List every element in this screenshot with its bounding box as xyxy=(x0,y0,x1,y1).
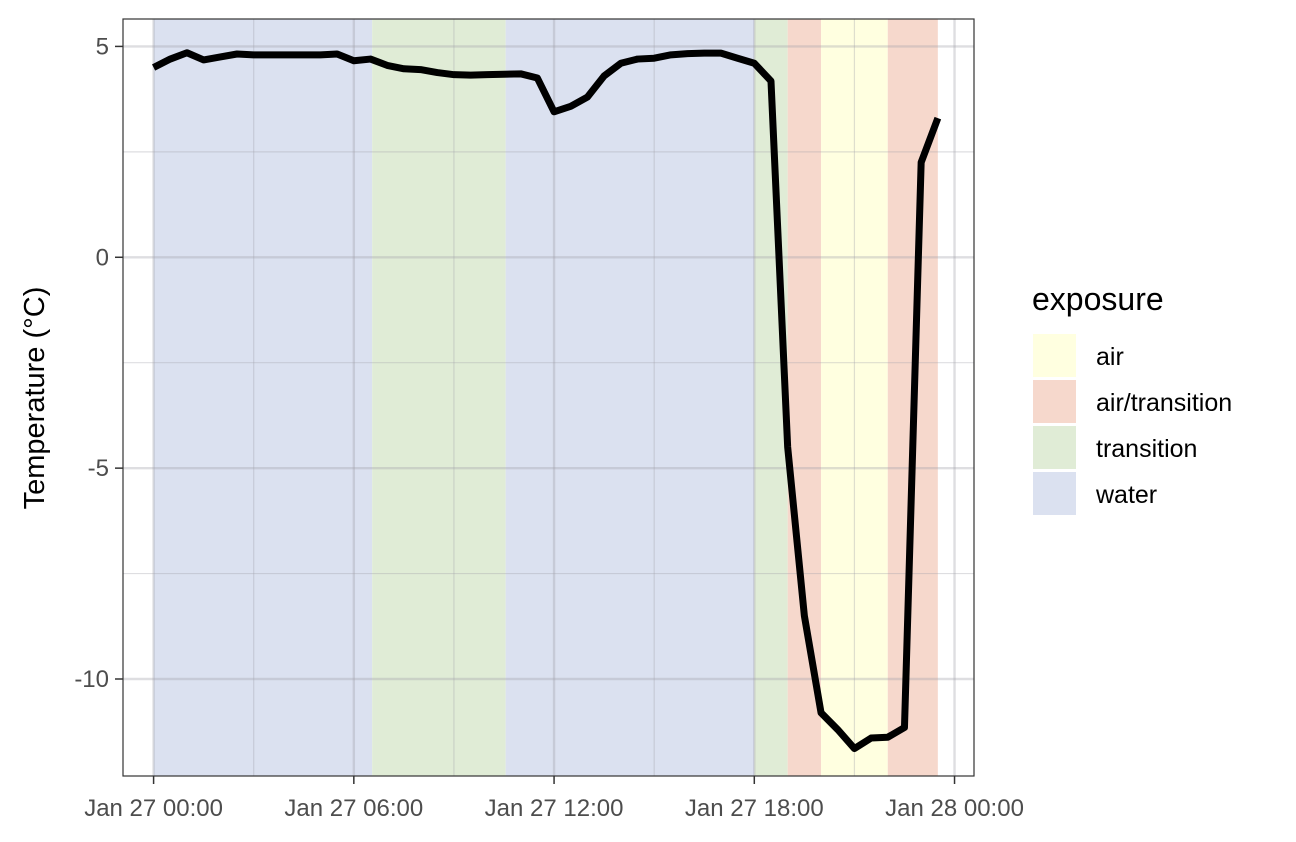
legend-swatch xyxy=(1033,334,1076,377)
x-tick-label: Jan 27 18:00 xyxy=(685,795,824,822)
legend-swatch xyxy=(1033,426,1076,469)
exposure-band xyxy=(372,19,506,776)
legend-label: air/transition xyxy=(1096,389,1232,417)
legend-swatch xyxy=(1033,472,1076,515)
axes: Jan 27 00:00 Jan 27 06:00 Jan 27 12:00 Jan … xyxy=(74,33,1024,822)
legend-title: exposure xyxy=(1032,281,1164,317)
y-tick-label: 5 xyxy=(96,33,109,60)
grid-lines xyxy=(123,19,974,776)
y-tick-label: -5 xyxy=(88,455,109,482)
exposure-band xyxy=(153,19,373,776)
exposure-band xyxy=(821,19,888,776)
x-tick-label: Jan 28 00:00 xyxy=(885,795,1024,822)
x-tick-label: Jan 27 12:00 xyxy=(485,795,624,822)
temperature-line xyxy=(152,49,942,753)
exposure-bands xyxy=(153,19,938,776)
legend: exposure air air/transition transition wate… xyxy=(1032,281,1232,515)
x-tick-label: Jan 27 06:00 xyxy=(284,795,423,822)
legend-label: transition xyxy=(1096,435,1197,463)
exposure-band xyxy=(787,19,822,776)
y-axis-title: Temperature (°C) xyxy=(19,287,51,510)
temperature-series xyxy=(152,49,942,753)
x-tick-label: Jan 27 00:00 xyxy=(84,795,223,822)
plot-border xyxy=(122,18,975,777)
exposure-band xyxy=(505,19,755,776)
legend-swatch xyxy=(1033,380,1076,423)
y-tick-label: -10 xyxy=(74,666,109,693)
legend-items: air air/transition transition water xyxy=(1033,334,1232,515)
legend-label: air xyxy=(1096,343,1124,371)
legend-label: water xyxy=(1095,481,1157,509)
y-tick-label: 0 xyxy=(96,244,109,271)
